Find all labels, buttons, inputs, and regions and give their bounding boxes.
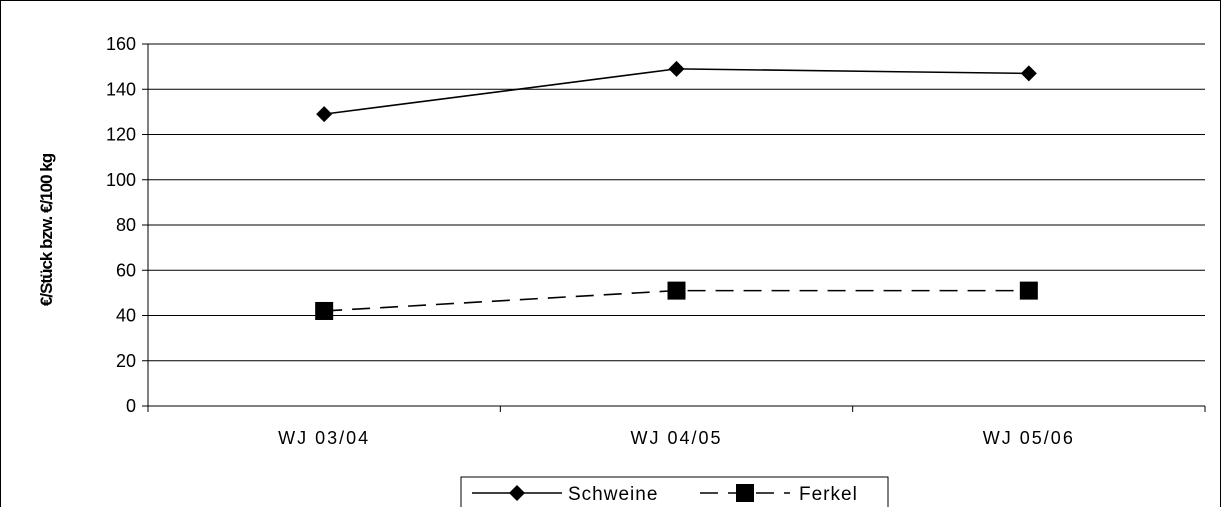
y-tick-label: 80	[116, 215, 136, 235]
diamond-marker	[509, 485, 525, 501]
y-tick-label: 40	[116, 306, 136, 326]
y-tick-labels: 0 20 40 60 80 100 120 140 160	[106, 34, 136, 416]
y-tick-label: 60	[116, 260, 136, 280]
x-tick-label: WJ 03/04	[278, 428, 370, 448]
gridlines	[148, 43, 1205, 362]
diamond-marker	[1020, 65, 1037, 82]
y-tick-label: 160	[106, 34, 136, 54]
diamond-marker	[668, 60, 685, 77]
y-tick-label: 100	[106, 170, 136, 190]
x-tick-label: WJ 04/05	[630, 428, 722, 448]
series-schweine	[316, 60, 1037, 123]
series-ferkel	[315, 281, 1038, 320]
y-tick-label: 0	[126, 396, 136, 416]
y-tick-label: 20	[116, 351, 136, 371]
y-axis-label: €/Stück bzw. €/100 kg	[37, 153, 56, 306]
y-tick-label: 120	[106, 125, 136, 145]
x-tick-label: WJ 05/06	[983, 428, 1075, 448]
diamond-marker	[316, 106, 333, 123]
square-marker	[315, 301, 334, 320]
y-tick-label: 140	[106, 79, 136, 99]
legend-label: Schweine	[568, 484, 658, 505]
legend-label: Ferkel	[799, 484, 858, 505]
legend-entry-ferkel: Ferkel	[700, 484, 858, 505]
square-marker	[1019, 281, 1038, 300]
legend: Schweine Ferkel	[460, 476, 889, 507]
series-group	[315, 60, 1038, 320]
legend-entry-schweine: Schweine	[472, 484, 658, 505]
square-marker	[736, 484, 754, 502]
square-marker	[667, 281, 686, 300]
x-tick-labels: WJ 03/04 WJ 04/05 WJ 05/06	[278, 428, 1075, 448]
axes	[142, 43, 1206, 412]
legend-box	[460, 476, 889, 507]
